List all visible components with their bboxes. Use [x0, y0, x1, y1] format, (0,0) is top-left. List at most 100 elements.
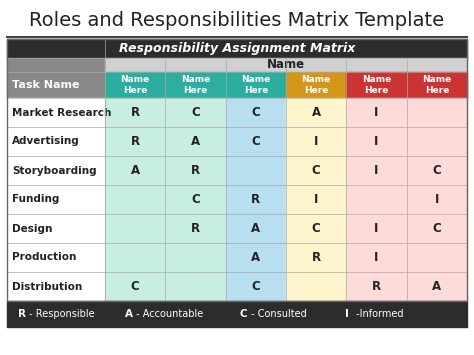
Text: Roles and Responsibilities Matrix Template: Roles and Responsibilities Matrix Templa… — [29, 11, 445, 29]
Bar — [407, 272, 467, 301]
Text: A: A — [432, 280, 441, 293]
Text: - Consulted: - Consulted — [248, 309, 307, 319]
Text: R: R — [131, 135, 140, 148]
Text: C: C — [312, 222, 320, 235]
Bar — [226, 272, 286, 301]
Bar — [7, 156, 105, 185]
Bar — [7, 39, 467, 58]
Bar — [407, 185, 467, 214]
Bar — [346, 98, 407, 127]
Bar — [226, 243, 286, 272]
Bar — [7, 127, 105, 156]
Bar — [226, 98, 286, 127]
Text: R: R — [18, 309, 26, 319]
Text: I: I — [374, 251, 379, 264]
Text: Design: Design — [12, 224, 52, 234]
Bar — [286, 243, 346, 272]
Bar — [407, 72, 467, 98]
Bar — [165, 243, 226, 272]
Text: A: A — [251, 222, 260, 235]
Bar — [286, 156, 346, 185]
Text: R: R — [311, 251, 321, 264]
Bar — [346, 272, 407, 301]
Text: A: A — [131, 164, 140, 177]
Bar — [7, 301, 467, 327]
Bar — [7, 272, 105, 301]
Text: - Responsible: - Responsible — [26, 309, 95, 319]
Bar — [407, 243, 467, 272]
Text: R: R — [191, 222, 200, 235]
Bar — [105, 243, 165, 272]
Text: Task Name: Task Name — [12, 80, 80, 90]
Bar — [407, 127, 467, 156]
Text: R: R — [191, 164, 200, 177]
Text: I: I — [374, 222, 379, 235]
Text: C: C — [240, 309, 247, 319]
Text: A: A — [191, 135, 200, 148]
Text: I: I — [314, 135, 319, 148]
Bar — [165, 98, 226, 127]
Bar — [165, 272, 226, 301]
Bar — [105, 98, 165, 127]
Text: C: C — [252, 280, 260, 293]
Text: C: C — [252, 106, 260, 119]
Text: Name
Here: Name Here — [181, 75, 210, 95]
Bar — [286, 127, 346, 156]
Bar — [226, 156, 286, 185]
Text: Name
Here: Name Here — [120, 75, 150, 95]
Text: Storyboarding: Storyboarding — [12, 165, 97, 175]
Text: I: I — [374, 164, 379, 177]
Text: C: C — [432, 222, 441, 235]
Text: Name: Name — [267, 59, 305, 71]
Bar — [286, 98, 346, 127]
Text: Distribution: Distribution — [12, 282, 82, 291]
Bar — [286, 272, 346, 301]
Text: I: I — [435, 193, 439, 206]
Bar — [165, 72, 226, 98]
Text: A: A — [251, 251, 260, 264]
Text: A: A — [311, 106, 321, 119]
Bar — [346, 185, 407, 214]
Text: -Informed: -Informed — [353, 309, 403, 319]
Bar — [286, 72, 346, 98]
Text: C: C — [191, 193, 200, 206]
Bar — [346, 127, 407, 156]
Bar — [7, 39, 467, 301]
Bar — [407, 156, 467, 185]
Bar — [407, 98, 467, 127]
Text: Funding: Funding — [12, 195, 59, 204]
Bar — [165, 127, 226, 156]
Bar — [346, 72, 407, 98]
Text: Name
Here: Name Here — [362, 75, 391, 95]
Text: R: R — [372, 280, 381, 293]
Text: C: C — [252, 135, 260, 148]
Bar — [407, 214, 467, 243]
Bar — [346, 214, 407, 243]
Text: Name
Here: Name Here — [301, 75, 331, 95]
Bar — [226, 185, 286, 214]
Text: - Accountable: - Accountable — [133, 309, 203, 319]
Bar — [286, 214, 346, 243]
Bar — [226, 214, 286, 243]
Bar — [7, 58, 105, 98]
Bar — [105, 156, 165, 185]
Bar — [165, 185, 226, 214]
Bar — [105, 214, 165, 243]
Text: Responsibility Assignment Matrix: Responsibility Assignment Matrix — [119, 42, 355, 55]
Bar — [226, 72, 286, 98]
Bar — [105, 127, 165, 156]
Text: C: C — [131, 280, 139, 293]
Bar — [346, 243, 407, 272]
Bar — [286, 185, 346, 214]
Bar — [7, 214, 105, 243]
Bar — [165, 156, 226, 185]
Bar — [105, 72, 165, 98]
Bar — [7, 98, 105, 127]
Text: R: R — [131, 106, 140, 119]
Text: R: R — [251, 193, 260, 206]
Text: Production: Production — [12, 252, 76, 262]
Text: I: I — [314, 193, 319, 206]
Bar — [105, 185, 165, 214]
Text: Market Research: Market Research — [12, 108, 111, 118]
Bar — [7, 185, 105, 214]
